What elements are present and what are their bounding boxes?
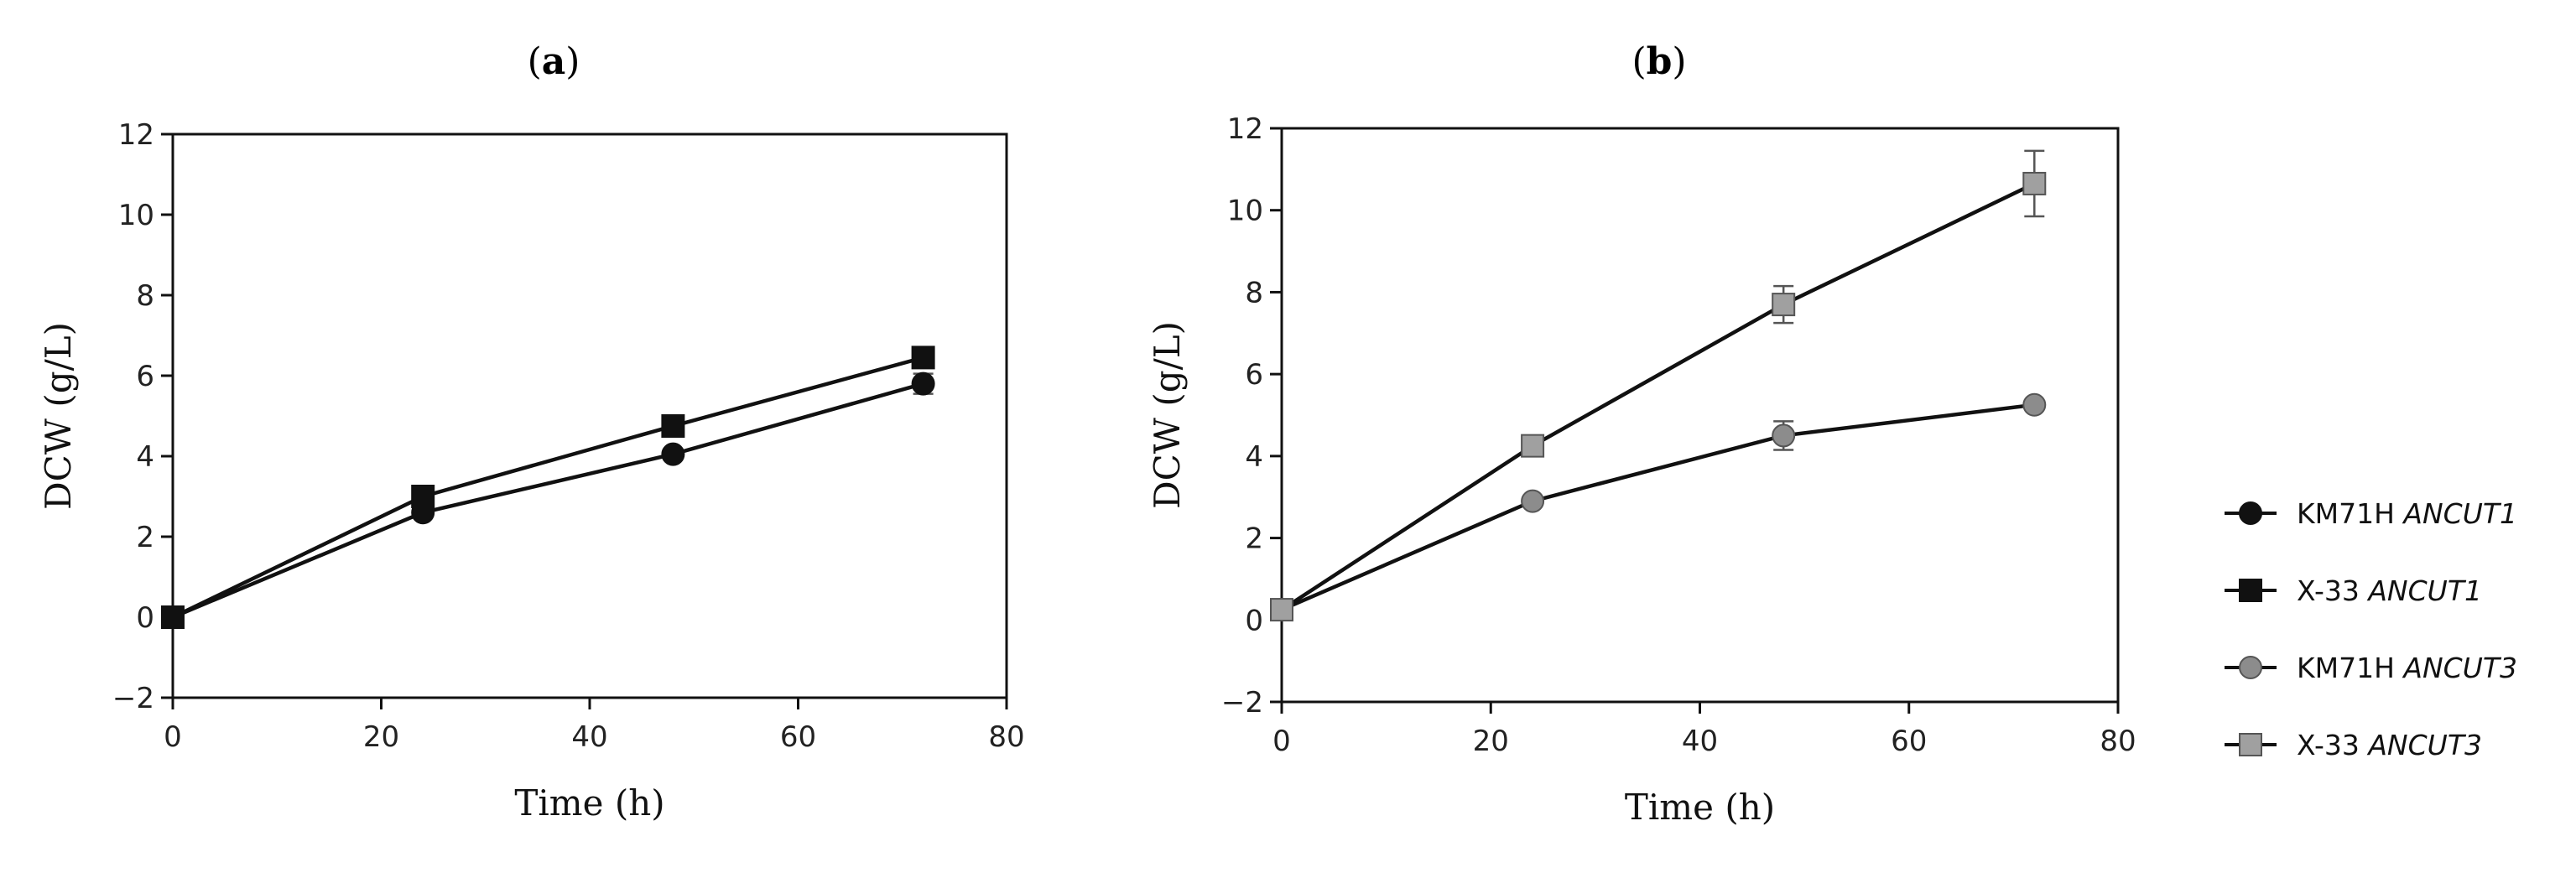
panel-label-b-letter: b bbox=[1647, 40, 1673, 83]
plot-frame bbox=[171, 132, 1008, 699]
legend-gene: ANCUT1 bbox=[2402, 497, 2517, 530]
chart-a: −2 0 2 4 6 8 10 12 0 20 40 60 80 Time (h) DCW (g/L) bbox=[38, 118, 1025, 823]
y-tick-label: 4 bbox=[1245, 440, 1263, 474]
series-x-33-ancut1 bbox=[161, 345, 935, 629]
y-tick-label: 6 bbox=[1245, 358, 1263, 392]
legend-label: X-33 ANCUT1 bbox=[2297, 574, 2482, 607]
data-point bbox=[661, 414, 685, 438]
series-line bbox=[1280, 181, 2036, 611]
legend-gene: ANCUT3 bbox=[2402, 652, 2517, 684]
data-point bbox=[2022, 392, 2047, 417]
x-tick-label: 60 bbox=[780, 720, 816, 754]
x-tick-label: 80 bbox=[2100, 725, 2136, 758]
legend-label: KM71H ANCUT1 bbox=[2297, 497, 2517, 530]
legend-strain: X-33 bbox=[2297, 574, 2368, 607]
x-tick-label: 60 bbox=[1891, 725, 1927, 758]
legend-label: X-33 ANCUT3 bbox=[2297, 729, 2482, 761]
y-tick-label: 0 bbox=[1245, 604, 1263, 637]
panel-label-a-letter: a bbox=[542, 40, 566, 83]
panel-label-b: (b) bbox=[1631, 40, 1686, 83]
data-point bbox=[1521, 489, 1545, 513]
x-tick-label: 40 bbox=[1682, 725, 1718, 758]
y-tick-label: 8 bbox=[136, 279, 154, 313]
legend-item: KM71H ANCUT1 bbox=[2225, 497, 2517, 530]
x-tick-label: 0 bbox=[1272, 725, 1291, 758]
y-axis-title: DCW (g/L) bbox=[38, 322, 79, 510]
legend-gene: ANCUT1 bbox=[2366, 574, 2482, 607]
data-point bbox=[911, 345, 935, 370]
plot-frame bbox=[1280, 127, 2120, 704]
legend-gene: ANCUT3 bbox=[2366, 729, 2482, 761]
data-point bbox=[911, 371, 935, 396]
data-point bbox=[2022, 171, 2047, 195]
data-point bbox=[1772, 293, 1796, 317]
legend-strain: KM71H bbox=[2297, 652, 2403, 684]
x-tick-label: 80 bbox=[988, 720, 1024, 754]
data-point bbox=[1521, 434, 1545, 458]
x-axis-title: Time (h) bbox=[514, 782, 664, 823]
y-tick-label: 0 bbox=[136, 601, 154, 635]
series-km71h-ancut1 bbox=[161, 371, 935, 629]
y-tick-label: −2 bbox=[112, 682, 154, 715]
y-tick-label: 4 bbox=[136, 440, 154, 474]
legend-item: X-33 ANCUT3 bbox=[2225, 729, 2482, 761]
series-line bbox=[1281, 403, 2035, 612]
y-tick-label: 12 bbox=[118, 118, 154, 152]
series-line bbox=[172, 356, 924, 620]
legend-item: X-33 ANCUT1 bbox=[2225, 574, 2482, 607]
data-point bbox=[1270, 598, 1293, 622]
legend-marker bbox=[2239, 501, 2262, 525]
y-tick-label: 10 bbox=[118, 199, 154, 232]
data-point bbox=[161, 605, 185, 629]
y-tick-label: 2 bbox=[1245, 522, 1263, 556]
legend-marker bbox=[2239, 656, 2262, 679]
chart-b: −2 0 2 4 6 8 10 12 0 20 40 60 80 Time (h) DCW (g/L) bbox=[1147, 112, 2136, 828]
data-point bbox=[661, 442, 685, 466]
y-tick-label: −2 bbox=[1221, 686, 1263, 720]
y-tick-label: 2 bbox=[136, 521, 154, 554]
x-tick-label: 40 bbox=[571, 720, 607, 754]
x-tick-label: 20 bbox=[363, 720, 399, 754]
legend-marker bbox=[2239, 733, 2262, 756]
series-km71h-ancut3 bbox=[1270, 392, 2047, 622]
legend-marker bbox=[2239, 579, 2262, 602]
series-x-33-ancut3 bbox=[1270, 149, 2047, 622]
y-tick-label: 6 bbox=[136, 360, 154, 393]
y-axis-title: DCW (g/L) bbox=[1147, 321, 1188, 509]
data-point bbox=[1772, 423, 1796, 448]
series-line bbox=[172, 382, 924, 620]
x-axis-title: Time (h) bbox=[1625, 787, 1775, 828]
x-tick-label: 20 bbox=[1473, 725, 1509, 758]
legend-strain: KM71H bbox=[2297, 497, 2403, 530]
x-tick-label: 0 bbox=[164, 720, 182, 754]
y-tick-label: 10 bbox=[1227, 195, 1263, 228]
legend-item: KM71H ANCUT3 bbox=[2225, 652, 2517, 684]
legend-strain: X-33 bbox=[2297, 729, 2368, 761]
data-point bbox=[411, 485, 435, 508]
legend-label: KM71H ANCUT3 bbox=[2297, 652, 2517, 684]
panel-label-a: (a) bbox=[528, 40, 580, 83]
y-tick-label: 12 bbox=[1227, 112, 1263, 146]
y-tick-label: 8 bbox=[1245, 276, 1263, 309]
